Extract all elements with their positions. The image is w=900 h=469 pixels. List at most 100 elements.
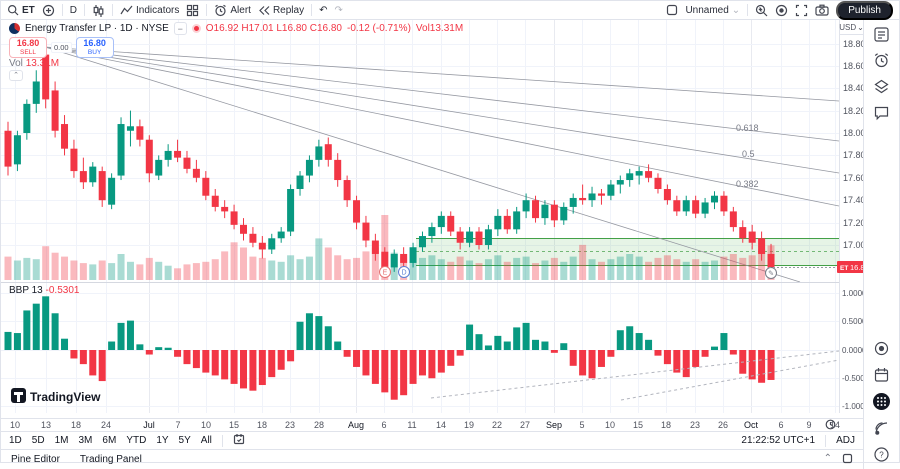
go-to-date-icon[interactable] [233,433,245,448]
indicators-icon [120,4,133,16]
sell-button[interactable]: 16.80 SELL [9,37,47,59]
svg-text:16.80: 16.80 [850,263,863,272]
alerts-icon[interactable] [873,52,890,69]
series-status-dot[interactable] [191,24,201,33]
time-axis-label: 18 [70,420,81,430]
time-axis-label: 9 [806,420,812,430]
volume-bars [4,215,775,280]
dividend-marker[interactable]: D [398,266,410,278]
time-axis-label: 11 [407,420,417,430]
time-axis-label: 26 [717,420,728,430]
redo-button[interactable]: ↷ [334,4,343,16]
chat-icon[interactable] [873,104,890,121]
range-button-1d[interactable]: 1D [9,435,22,446]
time-axis-label: 19 [463,420,474,430]
svg-text:✎: ✎ [768,271,774,278]
legend-collapse-button[interactable]: ⌃ [9,70,23,81]
range-button-1m[interactable]: 1M [54,435,69,446]
news-feed-icon[interactable] [873,420,890,437]
time-axis-label: Oct [743,420,758,430]
time-axis-label: 10 [9,420,20,430]
svg-text:18.60: 18.60 [843,61,863,71]
range-button-all[interactable]: All [200,435,212,446]
interval-button[interactable]: D [69,4,78,16]
panel-expand-icon[interactable]: ⌃ [823,452,832,464]
drawing-anchor-marker[interactable]: ✎ [765,267,777,279]
time-axis-label: 10 [200,420,211,430]
alert-button[interactable]: Alert [214,4,251,17]
time-axis-label: 23 [284,420,295,430]
time-axis-label: 15 [228,420,239,430]
ideas-target-icon[interactable] [873,340,890,357]
undo-button[interactable]: ↶ [319,4,328,16]
trade-widget: 16.80 SELL 0.00 16.80 BUY [9,37,114,59]
object-tree-layers-icon[interactable] [873,78,890,95]
price-axis[interactable]: 18.80 18.60 18.40 18.20 18.00 17.80 17.60 17.40… [839,20,870,413]
quick-search-icon[interactable] [755,4,768,17]
range-button-1y[interactable]: 1Y [156,435,169,446]
top-toolbar: ET D Indicators [1,0,899,20]
publish-button[interactable]: Publish [836,0,893,20]
time-axis-label: 23 [689,420,700,430]
alarm-clock-icon [214,4,227,17]
hide-series-button[interactable]: − [173,22,187,35]
calendar-icon[interactable] [873,366,890,383]
replay-button[interactable]: Replay [258,5,304,16]
clock-label[interactable]: 21:22:52 UTC+1 [741,435,816,446]
svg-text:ET: ET [840,265,848,272]
camera-icon[interactable] [815,4,829,16]
range-button-5d[interactable]: 5D [31,435,45,446]
time-axis-label: 14 [829,420,840,430]
earnings-marker[interactable]: E [379,266,391,278]
chevron-down-icon: ⌄ [857,23,864,32]
indicators-button[interactable]: Indicators [120,4,179,16]
time-axis-label: 7 [175,420,181,430]
currency-selector[interactable]: USD ⌄ [839,21,864,35]
tab-trading-panel[interactable]: Trading Panel [79,454,142,465]
symbol-logo [9,23,20,34]
chevron-down-icon: ⌄ [731,4,741,16]
svg-text:D: D [401,270,406,277]
time-axis-label: 14 [435,420,446,430]
time-axis-label: 18 [660,420,671,430]
save-checkbox-icon[interactable] [666,4,678,16]
fullscreen-icon[interactable] [795,4,808,17]
svg-text:18.40: 18.40 [843,83,863,93]
watchlist-icon[interactable] [873,26,890,43]
chart-canvas[interactable]: 0.618 0.5 0.382 E D ✎ 18.80 18.60 18.40 18.20 18.0… [1,20,870,413]
bottom-panel-bar: Pine Editor Trading Panel ⌃ [1,449,863,469]
range-button-3m[interactable]: 3M [78,435,93,446]
panel-maximize-icon[interactable] [842,453,853,467]
svg-text:17.40: 17.40 [843,195,863,205]
range-button-6m[interactable]: 6M [102,435,117,446]
layout-name-button[interactable]: Unnamed ⌄ [685,4,741,16]
time-axis-label: 28 [313,420,324,430]
hotlists-grid-icon[interactable] [872,392,891,411]
range-toolbar: 1D 5D 1M 3M 6M YTD 1Y 5Y All 21:22:52 UTC+1 ADJ [1,431,863,449]
svg-text:18.00: 18.00 [843,128,863,138]
adjusted-toggle[interactable]: ADJ [836,435,855,446]
indicator-templates-icon[interactable] [186,4,199,17]
tab-pine-editor[interactable]: Pine Editor [11,454,60,465]
legend-volume-inline: Vol13.31M [415,23,464,34]
snapshot-target-icon[interactable] [775,4,788,17]
time-axis[interactable]: 10 13 18 24 Jul 7 10 15 18 23 28 Aug 6 11 14 19 22 27 Sep 5… [1,418,863,431]
compare-add-button[interactable] [42,4,55,17]
svg-text:18.20: 18.20 [843,106,863,116]
range-button-5y[interactable]: 5Y [178,435,191,446]
time-axis-label: 22 [491,420,502,430]
chart-style-button[interactable] [92,4,105,17]
time-axis-label: Aug [347,420,364,430]
trend-fib-fan[interactable]: 0.618 0.5 0.382 [44,46,840,283]
symbol-search-button[interactable]: ET [7,4,35,16]
range-button-ytd[interactable]: YTD [126,435,147,446]
chart-legend: Energy Transfer LP · 1D · NYSE − O16.92 … [9,22,463,35]
svg-text:0.382: 0.382 [736,179,759,189]
timezone-clock-icon[interactable] [825,419,836,432]
time-axis-label: 24 [100,420,111,430]
buy-button[interactable]: 16.80 BUY [75,37,114,59]
help-icon[interactable]: ? [873,446,890,463]
